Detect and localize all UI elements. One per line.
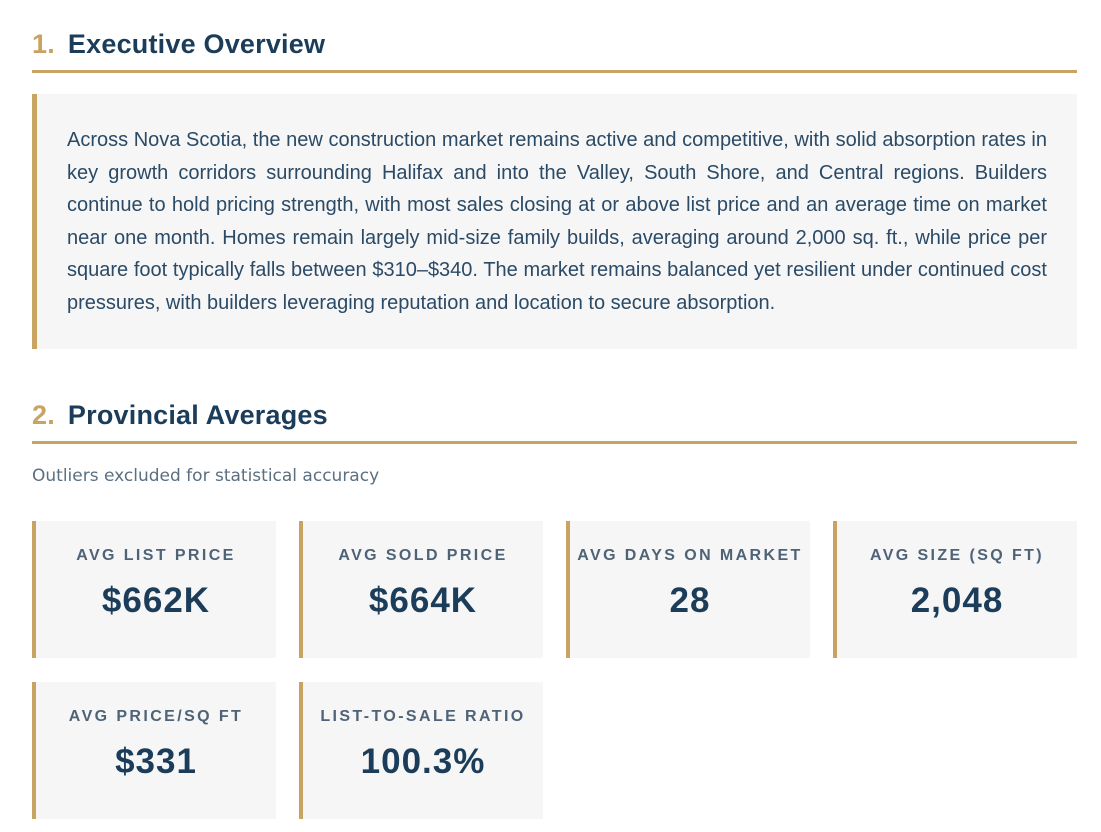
- metric-value: 28: [669, 581, 711, 620]
- section-number: 2.: [32, 399, 55, 430]
- metric-card-avg-price-per-sq-ft: AVG PRICE/SQ FT $331: [32, 682, 276, 819]
- executive-overview-text: Across Nova Scotia, the new construction…: [67, 129, 1047, 314]
- metric-label: AVG PRICE/SQ FT: [68, 708, 244, 725]
- section-title: Executive Overview: [67, 28, 326, 59]
- metric-card-avg-sold-price: AVG SOLD PRICE $664K: [299, 521, 543, 658]
- metric-value: $664K: [368, 581, 478, 620]
- metric-label: AVG DAYS ON MARKET: [577, 547, 803, 564]
- metric-label: AVG SIZE (SQ FT): [869, 547, 1045, 564]
- section-number: 1.: [32, 28, 55, 59]
- metric-card-avg-list-price: AVG LIST PRICE $662K: [32, 521, 276, 658]
- metric-value: $331: [115, 742, 197, 781]
- section-divider: [32, 70, 1077, 73]
- metric-value: $662K: [101, 581, 211, 620]
- metric-label: AVG LIST PRICE: [76, 547, 236, 564]
- section-title: Provincial Averages: [67, 399, 328, 430]
- metric-card-avg-size: AVG SIZE (SQ FT) 2,048: [833, 521, 1077, 658]
- metric-label: AVG SOLD PRICE: [338, 547, 508, 564]
- metric-card-avg-days-on-market: AVG DAYS ON MARKET 28: [566, 521, 810, 658]
- section-heading-executive-overview: 1. Executive Overview: [32, 24, 1077, 64]
- executive-overview-callout: Across Nova Scotia, the new construction…: [32, 94, 1077, 349]
- section-divider: [32, 441, 1077, 444]
- metric-label: LIST-TO-SALE RATIO: [320, 708, 526, 725]
- section-heading-provincial-averages: 2. Provincial Averages: [32, 395, 1077, 435]
- metric-value: 2,048: [910, 581, 1004, 620]
- metric-card-list-to-sale-ratio: LIST-TO-SALE RATIO 100.3%: [299, 682, 543, 819]
- metric-value: 100.3%: [360, 742, 486, 781]
- statistics-note: Outliers excluded for statistical accura…: [32, 466, 380, 486]
